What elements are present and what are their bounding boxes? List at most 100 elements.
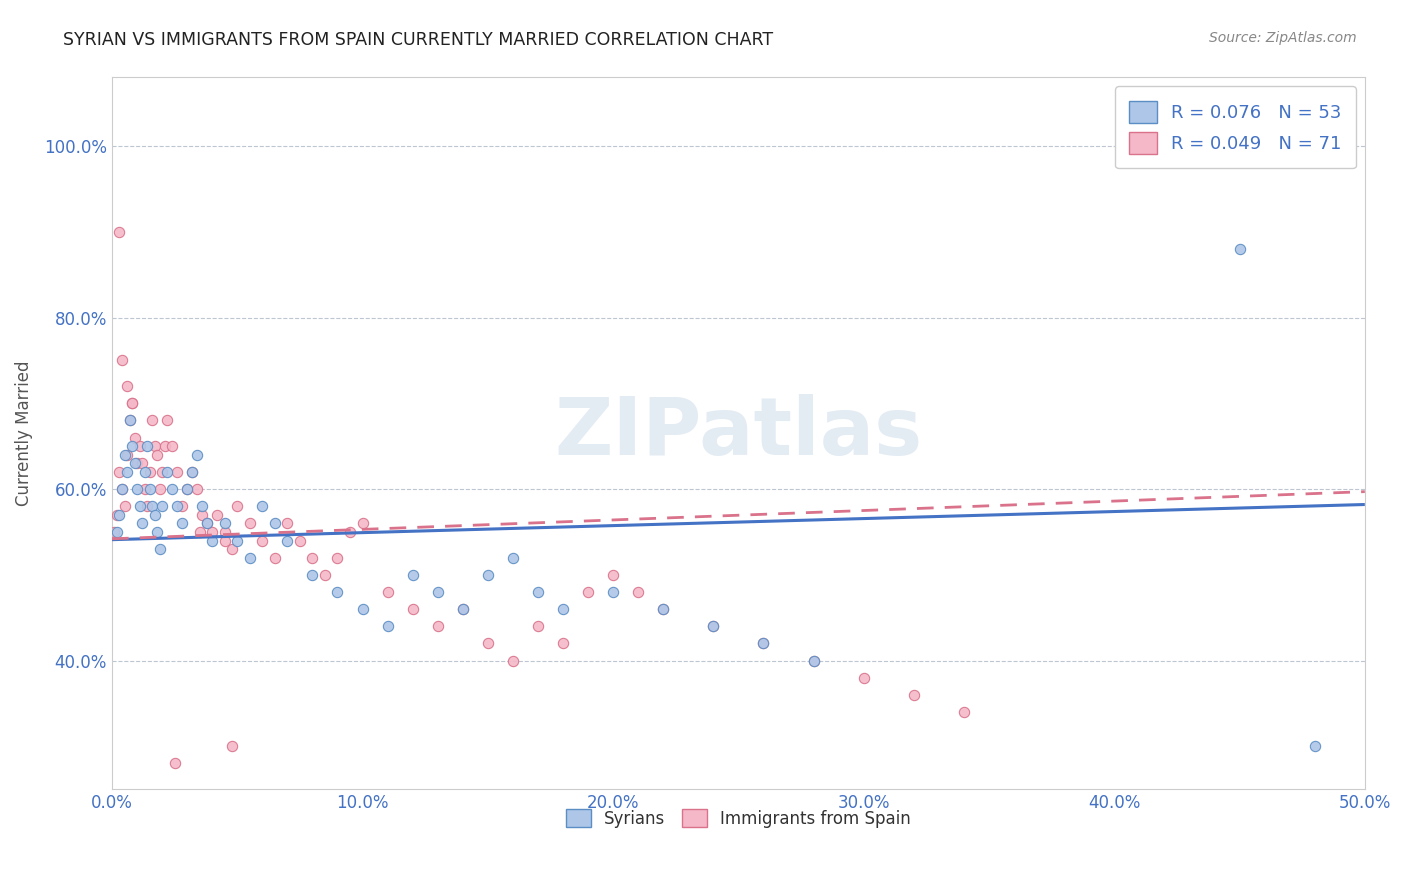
Point <box>263 550 285 565</box>
Point <box>125 482 148 496</box>
Point <box>146 524 169 539</box>
Point <box>134 465 156 479</box>
Point <box>148 542 170 557</box>
Point <box>477 636 499 650</box>
Point <box>527 619 550 633</box>
Point <box>181 465 204 479</box>
Point <box>477 567 499 582</box>
Point <box>314 567 336 582</box>
Point <box>131 516 153 531</box>
Point <box>502 654 524 668</box>
Y-axis label: Currently Married: Currently Married <box>15 360 32 506</box>
Point <box>141 413 163 427</box>
Point <box>166 500 188 514</box>
Point <box>426 619 449 633</box>
Point <box>138 465 160 479</box>
Point <box>377 585 399 599</box>
Point <box>143 439 166 453</box>
Point <box>115 379 138 393</box>
Point <box>602 585 624 599</box>
Legend: Syrians, Immigrants from Spain: Syrians, Immigrants from Spain <box>560 803 918 834</box>
Point <box>852 671 875 685</box>
Point <box>163 756 186 771</box>
Point <box>953 705 976 719</box>
Point <box>252 533 274 548</box>
Point <box>131 456 153 470</box>
Point <box>191 500 214 514</box>
Point <box>146 448 169 462</box>
Point <box>166 465 188 479</box>
Point <box>201 524 224 539</box>
Point <box>115 448 138 462</box>
Point <box>150 500 173 514</box>
Point <box>551 602 574 616</box>
Point <box>128 500 150 514</box>
Point <box>652 602 675 616</box>
Point <box>148 482 170 496</box>
Point <box>326 550 349 565</box>
Point <box>252 500 274 514</box>
Point <box>124 431 146 445</box>
Point <box>263 516 285 531</box>
Point <box>702 619 724 633</box>
Point <box>172 500 194 514</box>
Point <box>124 456 146 470</box>
Point <box>239 516 262 531</box>
Point <box>527 585 550 599</box>
Point <box>191 508 214 522</box>
Point <box>201 533 224 548</box>
Point <box>103 524 125 539</box>
Point <box>141 500 163 514</box>
Point <box>226 500 249 514</box>
Point <box>136 439 159 453</box>
Text: SYRIAN VS IMMIGRANTS FROM SPAIN CURRENTLY MARRIED CORRELATION CHART: SYRIAN VS IMMIGRANTS FROM SPAIN CURRENTL… <box>63 31 773 49</box>
Point <box>176 482 198 496</box>
Point <box>803 654 825 668</box>
Point <box>214 524 236 539</box>
Point <box>121 439 143 453</box>
Point <box>105 524 128 539</box>
Point <box>401 567 423 582</box>
Point <box>276 516 298 531</box>
Point <box>108 225 131 239</box>
Point <box>138 482 160 496</box>
Point <box>108 465 131 479</box>
Point <box>301 567 323 582</box>
Point <box>301 550 323 565</box>
Point <box>115 465 138 479</box>
Point <box>195 516 218 531</box>
Point <box>108 508 131 522</box>
Point <box>401 602 423 616</box>
Point <box>176 482 198 496</box>
Point <box>125 456 148 470</box>
Point <box>502 550 524 565</box>
Point <box>352 602 374 616</box>
Point <box>143 508 166 522</box>
Point <box>121 396 143 410</box>
Point <box>221 739 243 754</box>
Point <box>150 465 173 479</box>
Point <box>111 353 134 368</box>
Point <box>111 482 134 496</box>
Text: ZIPatlas: ZIPatlas <box>554 394 922 473</box>
Point <box>352 516 374 531</box>
Point <box>156 413 179 427</box>
Point <box>134 482 156 496</box>
Point <box>652 602 675 616</box>
Point <box>276 533 298 548</box>
Point <box>195 516 218 531</box>
Point <box>114 500 136 514</box>
Point <box>551 636 574 650</box>
Point <box>752 636 775 650</box>
Point <box>118 413 141 427</box>
Point <box>377 619 399 633</box>
Point <box>426 585 449 599</box>
Point <box>451 602 474 616</box>
Point <box>153 439 176 453</box>
Point <box>160 439 183 453</box>
Point <box>576 585 599 599</box>
Point <box>903 688 925 702</box>
Point <box>803 654 825 668</box>
Point <box>451 602 474 616</box>
Point <box>226 533 249 548</box>
